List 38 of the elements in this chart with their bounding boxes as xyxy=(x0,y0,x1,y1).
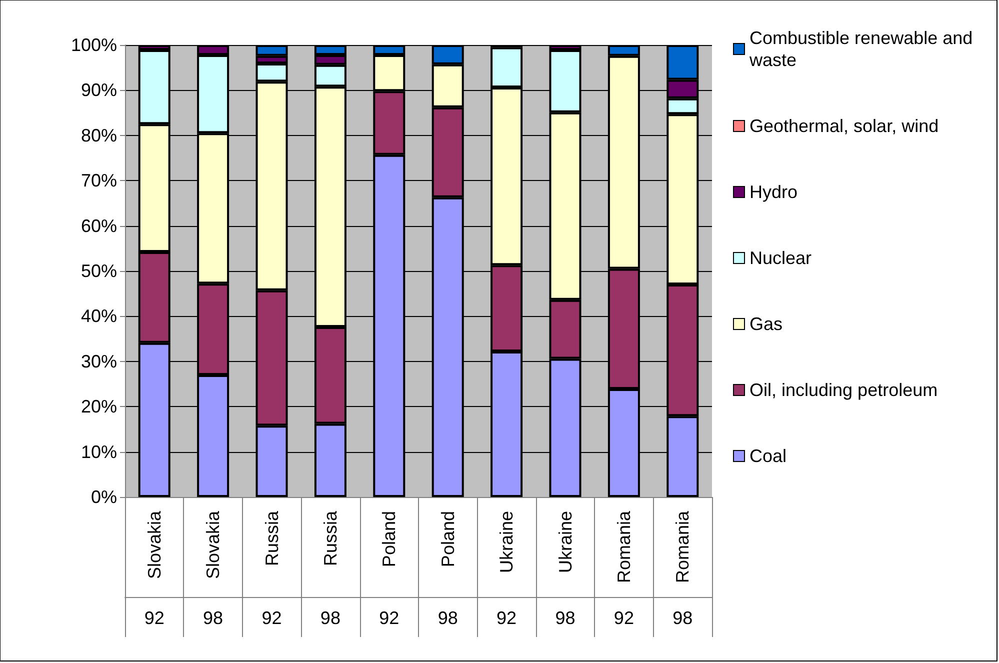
text: 98 xyxy=(438,608,458,628)
y-tick-label: 100% xyxy=(70,35,117,55)
y-tick-label: 20% xyxy=(80,396,117,417)
x-tick-label: Slovakia xyxy=(203,510,224,580)
y-tick-label: 50% xyxy=(80,261,117,281)
y-tick-label: 60% xyxy=(80,216,117,236)
text: 92 xyxy=(614,608,634,628)
y-tick-label: 40% xyxy=(80,306,117,326)
legend-label: Coal xyxy=(750,446,787,466)
text: 98 xyxy=(203,608,224,628)
text: 98 xyxy=(320,608,340,628)
x-tick-label: Poland xyxy=(379,511,400,568)
text: 92 xyxy=(379,608,400,628)
x-tick-label: Russia xyxy=(320,510,340,566)
y-tick-label: 30% xyxy=(80,351,117,372)
x-tick-label: Ukraine xyxy=(496,511,517,574)
legend-label: Combustible renewable and waste xyxy=(748,28,978,70)
y-tick-label: 10% xyxy=(80,442,117,462)
x-tick-label: Romania xyxy=(672,510,693,584)
legend-label: Gas xyxy=(750,314,783,334)
x-tick-label: Slovakia xyxy=(144,510,164,580)
x-tick-label: Poland xyxy=(438,511,458,568)
legend-label: Oil, including petroleum xyxy=(750,380,938,400)
y-tick-label: 0% xyxy=(90,487,117,507)
text: 92 xyxy=(496,608,517,628)
text: 98 xyxy=(672,608,693,628)
y-tick-label: 80% xyxy=(80,125,117,146)
text: 92 xyxy=(262,608,282,628)
legend-label: Hydro xyxy=(750,182,798,202)
x-tick-label: Romania xyxy=(614,510,634,584)
legend-label: Nuclear xyxy=(750,248,812,268)
x-tick-label: Russia xyxy=(262,510,282,566)
text: 98 xyxy=(555,608,576,628)
x-tick-label: Ukraine xyxy=(555,511,576,574)
legend-label: Geothermal, solar, wind xyxy=(750,116,939,136)
y-tick-label: 70% xyxy=(80,170,117,191)
y-tick-label: 90% xyxy=(80,80,117,100)
text: 92 xyxy=(144,608,164,628)
